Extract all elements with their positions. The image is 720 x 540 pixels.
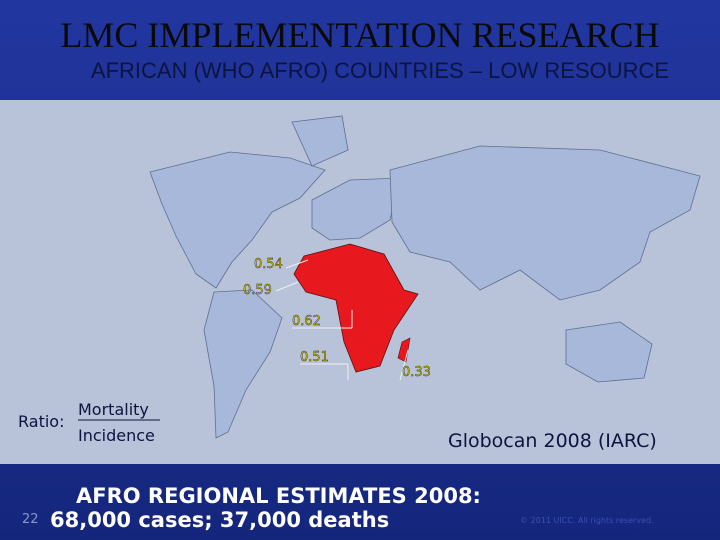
estimates-heading: AFRO REGIONAL ESTIMATES 2008: (76, 484, 481, 508)
south-america (203, 289, 283, 439)
leader-line (275, 281, 299, 292)
ratio-numerator: Mortality (78, 400, 149, 419)
map-label: 0.33 (402, 365, 431, 380)
slide-number: 22 (22, 512, 39, 527)
source: Globocan 2008 (IARC) (448, 430, 657, 452)
estimates-values: 68,000 cases; 37,000 deaths (50, 508, 390, 532)
north-america (149, 151, 326, 289)
map-label: 0.51 (300, 350, 329, 365)
leader-line (285, 259, 309, 269)
asia (389, 145, 701, 301)
subtitle: AFRICAN (WHO AFRO) COUNTRIES – LOW RESOU… (90, 58, 670, 83)
map-label: 0.54 (254, 257, 283, 272)
continents (149, 115, 701, 439)
map-label: 0.62 (292, 314, 321, 329)
map-label: 0.59 (243, 283, 272, 298)
ratio-label: Ratio: (18, 412, 65, 431)
madagascar (397, 337, 411, 363)
australia (565, 321, 653, 383)
copyright: © 2011 UICC. All rights reserved. (520, 516, 654, 525)
africa (293, 243, 419, 373)
leader-line (399, 349, 409, 381)
title: LMC IMPLEMENTATION RESEARCH (60, 15, 660, 55)
greenland (291, 115, 349, 167)
europe (311, 177, 401, 241)
leader-lines (275, 259, 409, 381)
ratio-denominator: Incidence (78, 426, 155, 445)
